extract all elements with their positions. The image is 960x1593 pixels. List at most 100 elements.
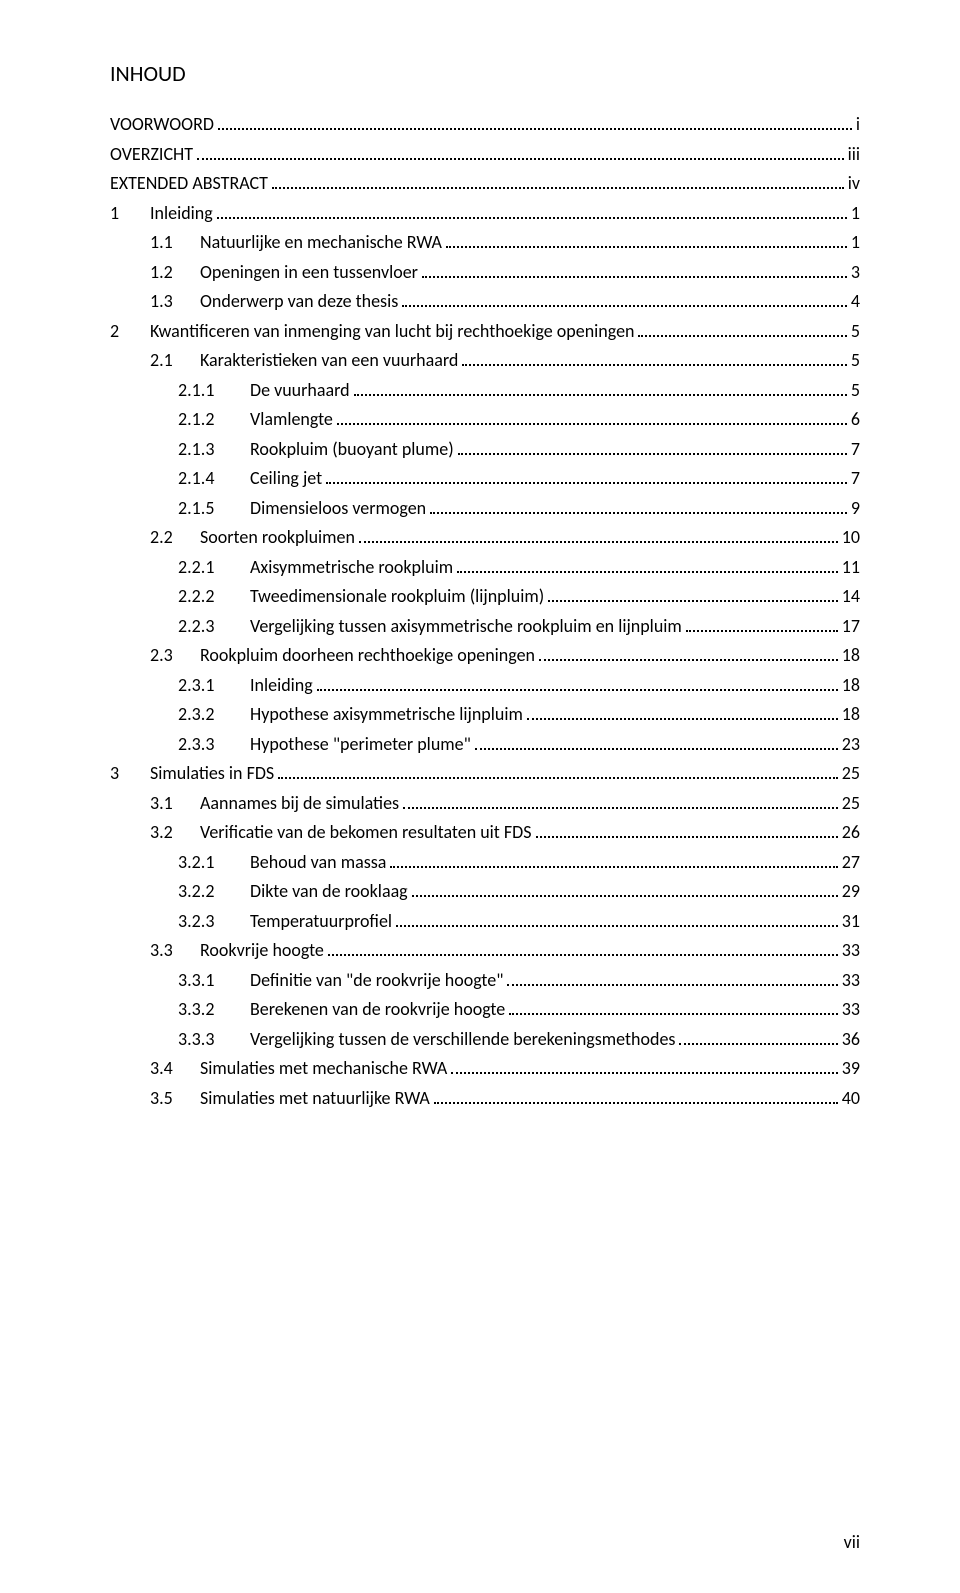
toc-title: INHOUD [110,60,860,87]
toc-leader-dots [548,600,838,602]
toc-entry: 2.1.4Ceiling jet7 [110,469,860,488]
toc-entry-number: 3 [110,764,150,782]
toc-leader-dots [396,925,838,927]
toc-leader-dots [434,1102,838,1104]
toc-entry: 2.2.2Tweedimensionale rookpluim (lijnplu… [110,587,860,606]
toc-entry-number: 1 [110,204,150,222]
toc-entry: 2.1.5Dimensieloos vermogen9 [110,499,860,518]
toc-entry: 2.1.1De vuurhaard5 [110,381,860,400]
toc-leader-dots [462,364,847,366]
toc-entry-page: 23 [842,735,860,753]
toc-entry-page: 1 [851,233,860,251]
toc-entry-label: Inleiding [250,676,313,694]
toc-leader-dots [527,718,838,720]
toc-list: VOORWOORDiOVERZICHTiiiEXTENDED ABSTRACTi… [110,115,860,1108]
toc-entry-page: 26 [842,823,860,841]
toc-entry: 3.4Simulaties met mechanische RWA39 [110,1059,860,1078]
toc-entry-number: 2.3.2 [178,705,250,723]
toc-leader-dots [422,276,847,278]
toc-entry-page: 4 [851,292,860,310]
toc-entry-page: 10 [842,528,860,546]
toc-entry: 2.2.3Vergelijking tussen axisymmetrische… [110,617,860,636]
toc-entry-label: Vergelijking tussen de verschillende ber… [250,1030,675,1048]
toc-leader-dots [451,1072,838,1074]
toc-entry: 1.1Natuurlijke en mechanische RWA1 [110,233,860,252]
toc-entry-label: Hypothese "perimeter plume" [250,735,471,753]
toc-entry-page: 36 [842,1030,860,1048]
toc-entry: 2.1.3Rookpluim (buoyant plume)7 [110,440,860,459]
toc-entry: 3.2.3Temperatuurprofiel31 [110,912,860,931]
toc-entry: 2.2.1Axisymmetrische rookpluim11 [110,558,860,577]
toc-entry-label: VOORWOORD [110,115,214,133]
toc-entry: OVERZICHT iii [110,145,860,164]
toc-entry-label: OVERZICHT [110,145,193,163]
toc-leader-dots [354,394,847,396]
toc-entry: 2.1Karakteristieken van een vuurhaard5 [110,351,860,370]
toc-entry-page: 5 [851,322,860,340]
toc-entry-label: Vlamlengte [250,410,333,428]
toc-entry-number: 2.2 [150,528,200,546]
toc-entry-number: 3.2.2 [178,882,250,900]
toc-entry-page: 33 [842,941,860,959]
toc-leader-dots [390,866,837,868]
toc-leader-dots [686,630,838,632]
toc-entry-label: Dikte van de rooklaag [250,882,408,900]
toc-leader-dots [679,1043,837,1045]
toc-entry-page: iv [848,174,860,192]
toc-entry-page: 18 [842,646,860,664]
toc-leader-dots [446,246,847,248]
toc-leader-dots [272,187,844,189]
toc-entry-number: 3.2.3 [178,912,250,930]
toc-entry-label: Inleiding [150,204,213,222]
toc-entry-number: 3.3.3 [178,1030,250,1048]
toc-leader-dots [457,571,838,573]
toc-entry-page: 11 [842,558,860,576]
page: INHOUD VOORWOORDiOVERZICHTiiiEXTENDED AB… [0,0,960,1593]
toc-entry-label: De vuurhaard [250,381,350,399]
toc-leader-dots [326,482,847,484]
toc-leader-dots [507,984,837,986]
toc-leader-dots [278,777,838,779]
toc-entry: 3Simulaties in FDS25 [110,764,860,783]
toc-entry: 3.2.2Dikte van de rooklaag29 [110,882,860,901]
toc-entry: 2Kwantificeren van inmenging van lucht b… [110,322,860,341]
toc-entry-page: 3 [851,263,860,281]
toc-entry-label: Kwantificeren van inmenging van lucht bi… [150,322,634,340]
toc-entry-number: 3.3 [150,941,200,959]
toc-entry-label: Rookpluim doorheen rechthoekige openinge… [200,646,535,664]
toc-entry-number: 1.1 [150,233,200,251]
toc-entry-label: Onderwerp van deze thesis [200,292,398,310]
toc-entry-page: 6 [851,410,860,428]
toc-entry-page: i [856,115,860,133]
toc-entry: 3.3Rookvrije hoogte33 [110,941,860,960]
toc-entry: 3.3.3Vergelijking tussen de verschillend… [110,1030,860,1049]
toc-leader-dots [539,659,838,661]
toc-entry: 1.3Onderwerp van deze thesis 4 [110,292,860,311]
toc-entry-number: 1.3 [150,292,200,310]
toc-entry-label: Openingen in een tussenvloer [200,263,418,281]
toc-entry: VOORWOORD i [110,115,860,134]
toc-leader-dots [430,512,847,514]
toc-entry-number: 2.1.4 [178,469,250,487]
toc-entry-page: iii [848,145,860,163]
toc-entry-label: Temperatuurprofiel [250,912,392,930]
toc-entry-label: Karakteristieken van een vuurhaard [200,351,458,369]
toc-leader-dots [317,689,838,691]
toc-entry-page: 33 [842,971,860,989]
toc-entry: 3.2Verificatie van de bekomen resultaten… [110,823,860,842]
toc-leader-dots [475,748,838,750]
toc-entry-label: Axisymmetrische rookpluim [250,558,453,576]
page-number: vii [844,1531,860,1553]
toc-entry-number: 2.1.2 [178,410,250,428]
toc-entry: 3.3.2Berekenen van de rookvrije hoogte33 [110,1000,860,1019]
toc-leader-dots [536,836,838,838]
toc-entry-number: 3.2 [150,823,200,841]
toc-leader-dots [412,895,838,897]
toc-entry-page: 18 [842,676,860,694]
toc-entry: 1.2Openingen in een tussenvloer3 [110,263,860,282]
toc-entry-label: Aannames bij de simulaties [200,794,399,812]
toc-entry: 3.2.1Behoud van massa27 [110,853,860,872]
toc-entry-label: Hypothese axisymmetrische lijnpluim [250,705,523,723]
toc-entry-page: 5 [851,381,860,399]
toc-entry-number: 2.1.5 [178,499,250,517]
